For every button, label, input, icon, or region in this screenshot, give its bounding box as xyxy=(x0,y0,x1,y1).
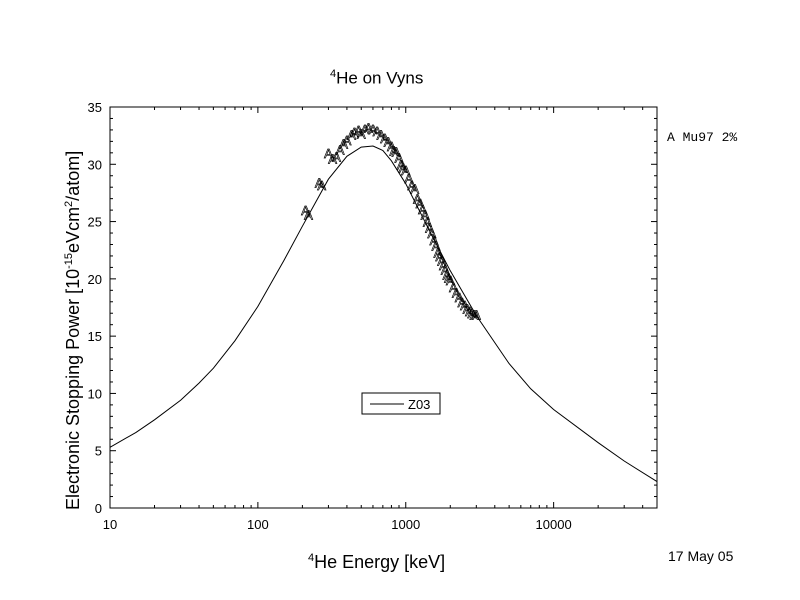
data-point-marker: A xyxy=(377,127,386,142)
data-point-marker: A xyxy=(468,306,477,321)
y-axis-label: Electronic Stopping Power [10-15eVcm2/at… xyxy=(63,151,84,510)
y-tick-label: 15 xyxy=(88,329,102,344)
data-point-marker: A xyxy=(427,226,436,241)
data-point-marker: A xyxy=(301,203,310,218)
data-point-marker: A xyxy=(463,302,472,317)
title-text: He on Vyns xyxy=(336,68,424,88)
data-point-marker: A xyxy=(364,121,373,136)
data-point-marker: A xyxy=(441,263,450,278)
data-point-marker: A xyxy=(416,196,425,211)
data-point-marker: A xyxy=(434,246,443,261)
plot-frame xyxy=(109,106,658,509)
data-point-marker: A xyxy=(357,126,366,141)
data-point-marker: A xyxy=(399,161,408,176)
legend: Z03 xyxy=(361,392,441,415)
y-tick-label: 25 xyxy=(88,215,102,230)
data-point-marker: A xyxy=(384,134,393,149)
data-point-marker: A xyxy=(339,137,348,152)
data-point-marker: A xyxy=(361,122,370,137)
series-line-z03 xyxy=(109,145,658,483)
xlabel-superscript: 4 xyxy=(308,552,315,564)
data-point-marker: A xyxy=(423,215,432,230)
ylabel-sup-1: -15 xyxy=(63,252,75,269)
series-note: A Mu97 2% xyxy=(667,130,738,145)
data-point-marker: A xyxy=(380,131,389,146)
data-point-marker: A xyxy=(439,258,448,273)
data-point-marker: A xyxy=(332,149,341,164)
data-point-marker: A xyxy=(436,249,445,264)
ylabel-sup-2: 2 xyxy=(63,200,75,207)
data-point-marker: A xyxy=(418,202,427,217)
ylabel-part-b: eVcm xyxy=(63,206,83,253)
data-point-marker: A xyxy=(455,290,464,305)
data-point-marker: A xyxy=(425,220,434,235)
x-tick-label: 10000 xyxy=(536,517,572,532)
data-point-marker: A xyxy=(470,307,479,322)
date-stamp: 17 May 05 xyxy=(668,548,734,564)
data-point-marker: A xyxy=(421,208,430,223)
data-point-marker: A xyxy=(317,178,326,193)
data-point-marker: A xyxy=(336,142,345,157)
data-point-marker: A xyxy=(397,157,406,172)
data-point-marker: A xyxy=(430,233,439,248)
axis-layer: 10 100 1000 10000 0 5 10 15 20 25 30 35 xyxy=(88,100,658,532)
series-layer: AAAAAAAAAAAAAAAAAAAAAAAAAAAAAAAAAAAAAAAA… xyxy=(109,120,658,483)
xlabel-text: He Energy [keV] xyxy=(314,552,446,572)
data-point-marker: A xyxy=(444,271,453,286)
x-tick-label: 1000 xyxy=(391,517,420,532)
data-point-marker: A xyxy=(458,295,467,310)
data-point-marker: A xyxy=(389,144,398,159)
ylabel-part-a: Electronic Stopping Power [10 xyxy=(63,268,83,510)
data-point-marker: A xyxy=(432,239,441,254)
y-tick-label: 20 xyxy=(88,272,102,287)
data-point-marker: A xyxy=(401,163,410,178)
data-point-marker: A xyxy=(354,123,363,138)
x-axis-label: 4He Energy [keV] xyxy=(308,552,445,573)
data-point-marker: A xyxy=(408,178,417,193)
data-point-marker: A xyxy=(369,122,378,137)
data-point-marker: A xyxy=(328,152,337,167)
data-point-marker: A xyxy=(343,133,352,148)
data-point-marker: A xyxy=(460,298,469,313)
ylabel-part-c: /atom] xyxy=(63,150,83,201)
chart-title: 4He on Vyns xyxy=(330,68,423,89)
data-point-marker: A xyxy=(472,307,481,322)
data-point-marker: A xyxy=(387,139,396,154)
data-point-marker: A xyxy=(443,267,452,282)
data-point-marker: A xyxy=(315,176,324,191)
y-tick-label: 5 xyxy=(95,444,102,459)
data-point-marker: A xyxy=(392,145,401,160)
data-point-marker: A xyxy=(347,127,356,142)
x-tick-label: 100 xyxy=(247,517,269,532)
data-point-marker: A xyxy=(395,150,404,165)
y-tick-label: 0 xyxy=(95,501,102,516)
title-superscript: 4 xyxy=(330,68,337,80)
data-point-marker: A xyxy=(413,192,422,207)
data-point-marker: A xyxy=(324,146,333,161)
y-tick-label: 30 xyxy=(88,157,102,172)
data-point-marker: A xyxy=(304,208,313,223)
data-point-marker: A xyxy=(350,125,359,140)
y-tick-label: 10 xyxy=(88,386,102,401)
data-point-marker: A xyxy=(449,280,458,295)
data-point-marker: A xyxy=(410,181,419,196)
data-point-marker: A xyxy=(452,286,461,301)
data-point-marker: A xyxy=(405,171,414,186)
y-tick-label: 35 xyxy=(88,100,102,115)
data-point-marker: A xyxy=(437,254,446,269)
data-point-marker: A xyxy=(465,304,474,319)
legend-label: Z03 xyxy=(408,397,430,412)
data-point-marker: A xyxy=(373,124,382,139)
x-tick-label: 10 xyxy=(103,517,117,532)
data-point-marker: A xyxy=(446,273,455,288)
